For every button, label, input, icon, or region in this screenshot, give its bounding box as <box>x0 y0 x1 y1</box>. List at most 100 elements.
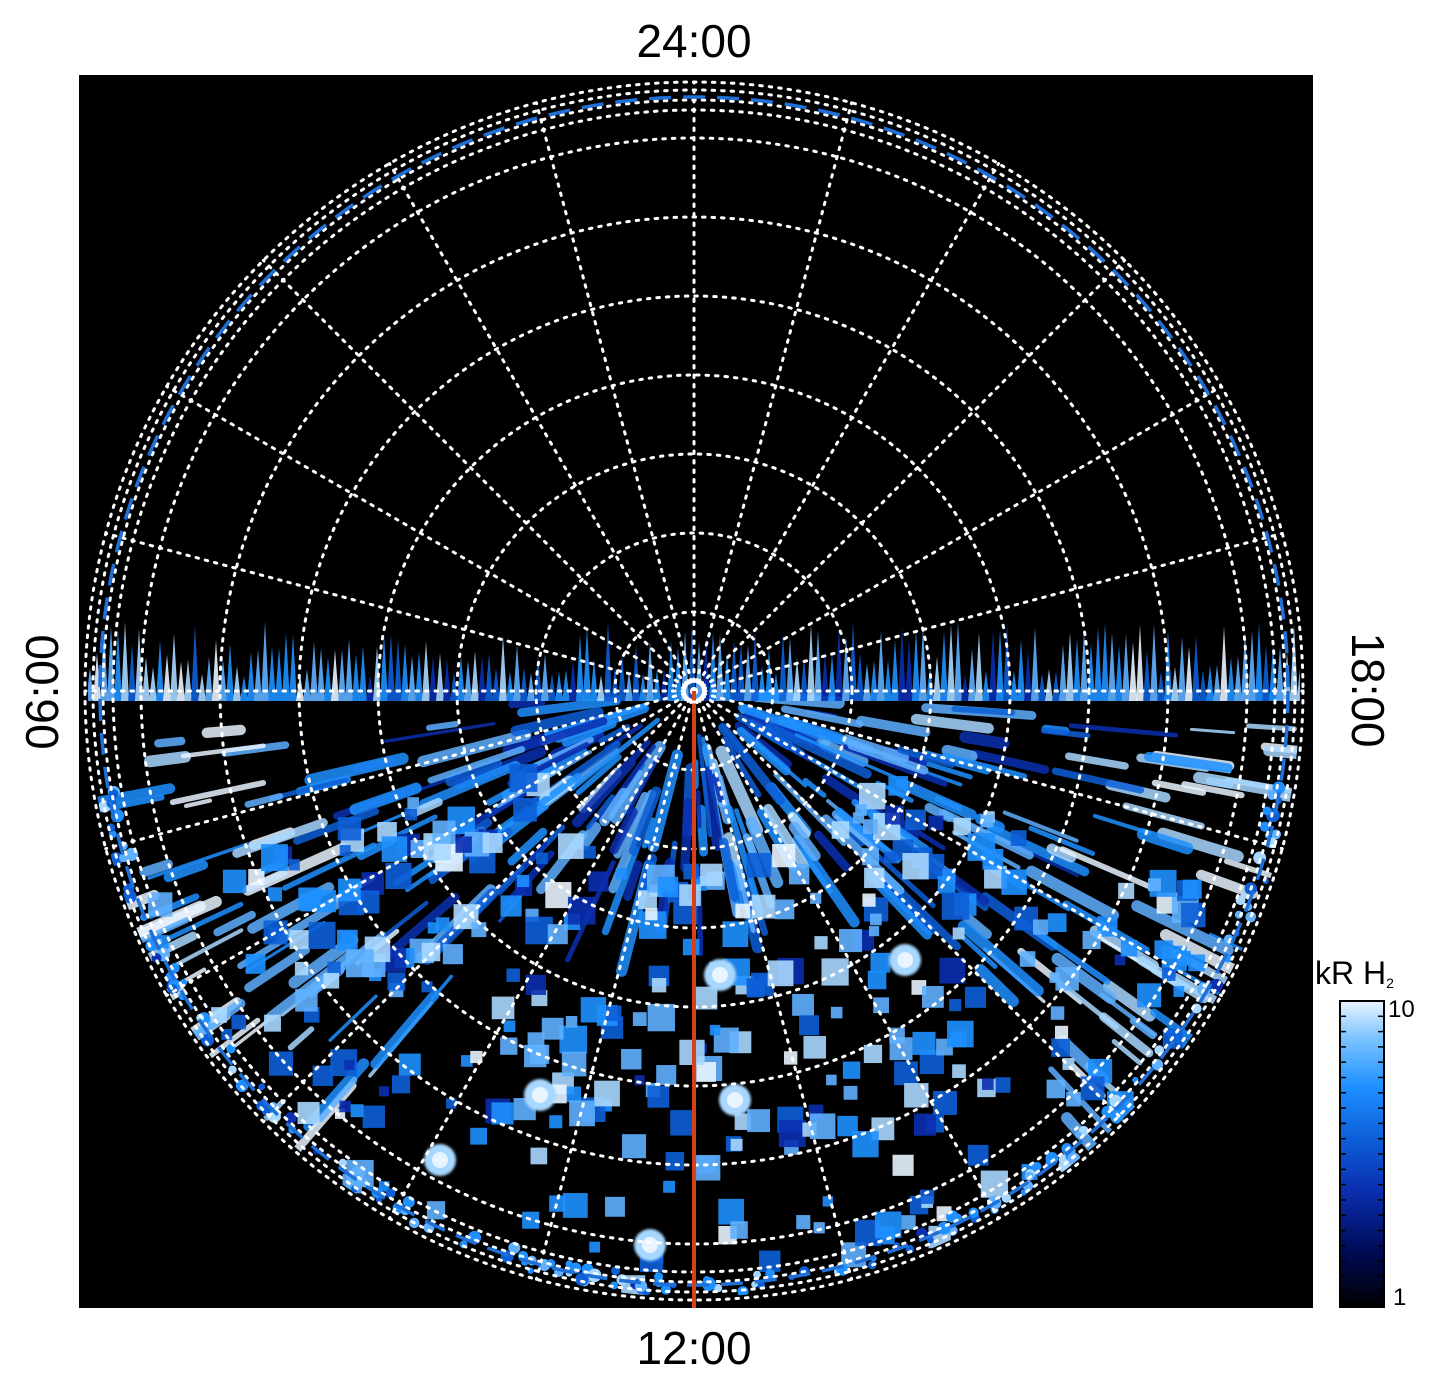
emission-patch <box>312 1065 334 1086</box>
emission-streak <box>695 789 702 829</box>
emission-patch <box>392 1075 411 1094</box>
emission-streak <box>959 731 1010 750</box>
emission-spike <box>135 628 143 701</box>
emission-patch <box>541 1017 564 1040</box>
emission-spike <box>1164 630 1172 701</box>
colorbar-title: kR H2 <box>1315 955 1394 992</box>
emission-patch <box>471 922 487 938</box>
emission-patch <box>350 1104 364 1118</box>
emission-streak <box>711 772 724 803</box>
emission-streak <box>1157 827 1244 863</box>
emission-patch <box>530 1147 548 1165</box>
emission-patch <box>722 921 749 948</box>
emission-spike <box>814 630 822 701</box>
emission-patch <box>928 815 944 831</box>
emission-spike <box>1269 646 1277 701</box>
emission-spike <box>247 651 255 701</box>
emission-patch <box>783 1051 798 1065</box>
emission-spike <box>1143 650 1151 701</box>
emission-spike <box>877 630 885 701</box>
emission-patch <box>862 848 880 866</box>
emission-patch <box>967 1144 989 1166</box>
emission-spike <box>604 621 612 701</box>
emission-streak <box>231 1017 271 1050</box>
emission-spike <box>933 656 941 701</box>
emission-streak <box>788 821 821 862</box>
emission-spike <box>541 654 549 701</box>
emission-spike <box>114 629 122 701</box>
emission-spike <box>401 644 409 701</box>
emission-patch <box>442 944 463 965</box>
emission-rim <box>1262 806 1272 816</box>
emission-patch <box>874 1211 902 1239</box>
emission-streak <box>143 751 192 768</box>
emission-spike <box>989 630 997 701</box>
label-midnight: 24:00 <box>636 15 752 67</box>
emission-spike <box>975 632 983 701</box>
emission-patch <box>949 999 962 1012</box>
emission-patch <box>313 890 336 913</box>
emission-streak <box>154 736 186 748</box>
emission-patch <box>995 1077 1011 1093</box>
emission-patch <box>867 970 887 990</box>
emission-spike <box>156 640 164 701</box>
emission-streak <box>1002 810 1079 843</box>
emission-spike <box>583 627 591 701</box>
emission-rim <box>1272 781 1286 795</box>
emission-spike <box>1150 624 1158 701</box>
emission-streak <box>349 782 422 816</box>
emission-streak <box>721 736 762 798</box>
emission-patch <box>1173 986 1185 997</box>
emission-patch <box>1147 878 1161 892</box>
emission-streak <box>445 758 503 787</box>
emission-streak <box>696 804 709 857</box>
emission-patch <box>759 1250 781 1272</box>
emission-streak <box>1035 930 1111 985</box>
colorbar-title-subscript: 2 <box>1386 975 1394 991</box>
emission-spike <box>191 624 199 701</box>
emission-streak <box>897 746 956 768</box>
emission-spike <box>625 671 633 701</box>
emission-patch <box>1097 916 1118 937</box>
emission-spike <box>891 639 899 701</box>
emission-streak <box>409 797 443 818</box>
emission-patch <box>747 1109 771 1133</box>
label-noon: 12:00 <box>636 1322 752 1374</box>
emission-patch <box>939 957 966 984</box>
emission-spike <box>1010 670 1018 701</box>
emission-streak <box>1068 723 1179 738</box>
emission-streak <box>628 786 662 856</box>
emission-patch <box>1114 954 1126 966</box>
emission-patch <box>751 894 776 919</box>
emission-patch <box>300 893 319 912</box>
emission-spike <box>492 667 500 701</box>
emission-spike <box>268 646 276 701</box>
emission-patch <box>565 1015 578 1028</box>
emission-rim <box>565 1260 573 1268</box>
emission-patch <box>953 817 971 836</box>
emission-patch <box>446 1098 457 1109</box>
emission-patch <box>700 863 723 886</box>
emission-patch <box>387 972 406 991</box>
emission-spike <box>653 669 661 701</box>
emission-streak <box>957 920 1044 997</box>
emission-hotspot-core <box>532 1087 548 1103</box>
emission-patch <box>559 1025 588 1054</box>
emission-spike <box>394 639 402 701</box>
emission-patch <box>345 949 374 978</box>
emission-streak <box>139 859 174 877</box>
emission-streak <box>609 807 638 855</box>
emission-patch <box>1066 1091 1081 1107</box>
emission-spike <box>1059 644 1067 701</box>
emission-streak <box>934 795 963 812</box>
emission-spike <box>212 639 220 701</box>
emission-streak <box>232 818 328 858</box>
emission-streak <box>763 803 808 869</box>
emission-streak <box>1064 752 1129 770</box>
emission-patch <box>952 927 965 940</box>
emission-streak <box>962 913 992 940</box>
emission-streak <box>974 963 1019 1008</box>
emission-patch <box>778 1120 806 1148</box>
emission-patch <box>634 1075 645 1086</box>
emission-patch <box>799 1015 820 1036</box>
